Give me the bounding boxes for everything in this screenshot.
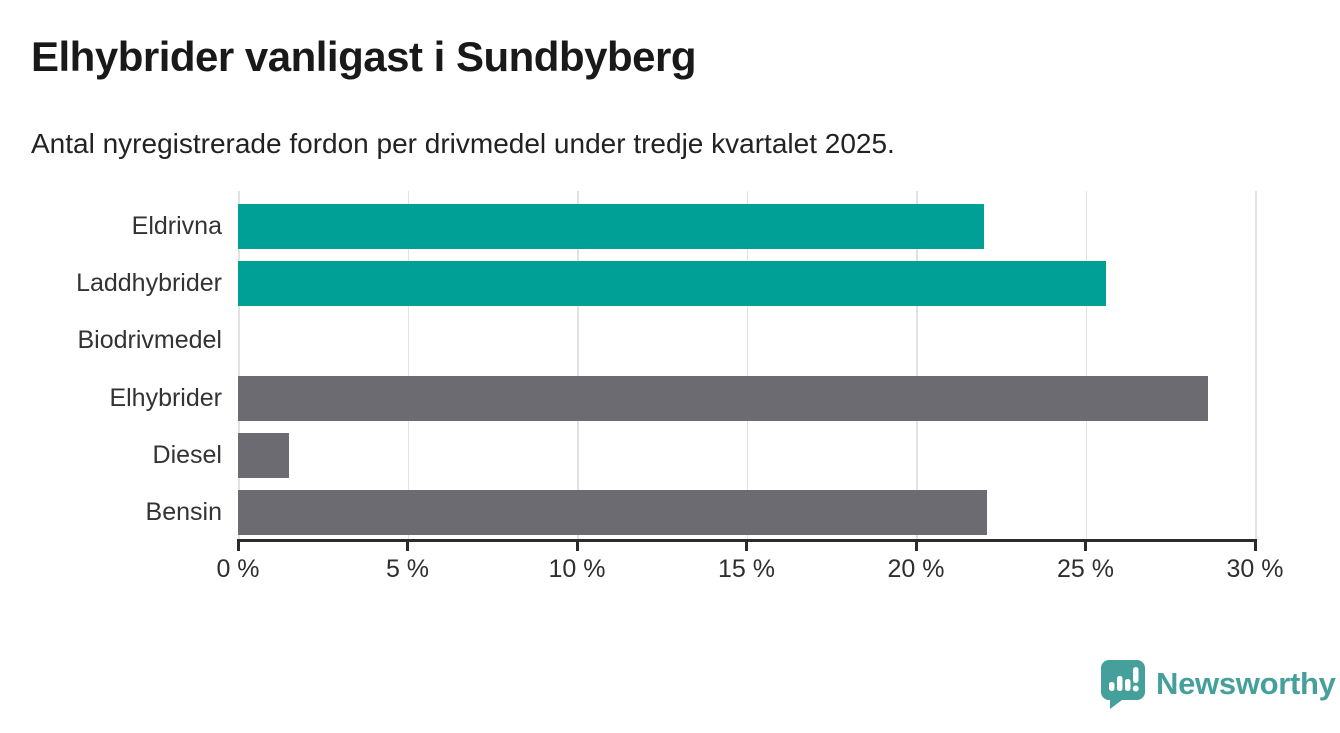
bar-laddhybrider — [238, 261, 1106, 307]
category-label-biodrivmedel: Biodrivmedel — [77, 326, 222, 355]
gridline — [1085, 191, 1087, 539]
bar-chart-plot-area — [238, 191, 1257, 539]
newsworthy-branding: Newsworthy — [1100, 659, 1336, 709]
x-axis-tick-label: 25 % — [1057, 555, 1114, 583]
bar-elhybrider — [238, 375, 1208, 421]
category-label-laddhybrider: Laddhybrider — [76, 269, 222, 298]
x-axis-tick — [1253, 542, 1257, 551]
category-label-diesel: Diesel — [152, 440, 222, 469]
category-label-bensin: Bensin — [145, 498, 222, 526]
gridline — [238, 191, 240, 539]
x-axis-tick-label: 0 % — [216, 555, 260, 583]
x-axis-tick-label: 5 % — [385, 555, 430, 583]
gridline — [746, 191, 748, 539]
x-axis-tick — [1084, 542, 1087, 551]
newsworthy-wordmark: Newsworthy — [1156, 666, 1336, 701]
x-axis-tick — [406, 542, 409, 551]
bar-diesel — [238, 432, 289, 478]
chart-subtitle: Antal nyregistrerade fordon per drivmede… — [31, 128, 895, 159]
x-axis-tick-label: 30 % — [1226, 555, 1284, 583]
gridline — [577, 191, 579, 539]
x-axis-tick-label: 10 % — [548, 555, 606, 583]
bar-bensin — [238, 490, 988, 535]
x-axis-line — [237, 539, 1257, 542]
newsworthy-logo-icon — [1101, 660, 1145, 709]
chart-title: Elhybrider vanligast i Sundbyberg — [31, 33, 696, 80]
gridline — [1255, 191, 1257, 539]
category-label-elhybrider: Elhybrider — [109, 383, 222, 412]
x-axis-tick-label: 20 % — [887, 555, 945, 583]
category-label-eldrivna: Eldrivna — [131, 212, 222, 240]
gridline — [407, 191, 409, 539]
category-axis-labels: Eldrivna Laddhybrider Biodrivmedel Elhybrid… — [0, 191, 222, 539]
x-axis-tick — [745, 542, 748, 551]
x-axis-tick-label: 15 % — [718, 555, 775, 583]
x-axis-tick — [914, 542, 918, 551]
x-axis-tick — [236, 542, 240, 551]
gridline — [916, 191, 918, 539]
x-axis-tick — [575, 542, 579, 551]
bar-eldrivna — [238, 204, 984, 249]
